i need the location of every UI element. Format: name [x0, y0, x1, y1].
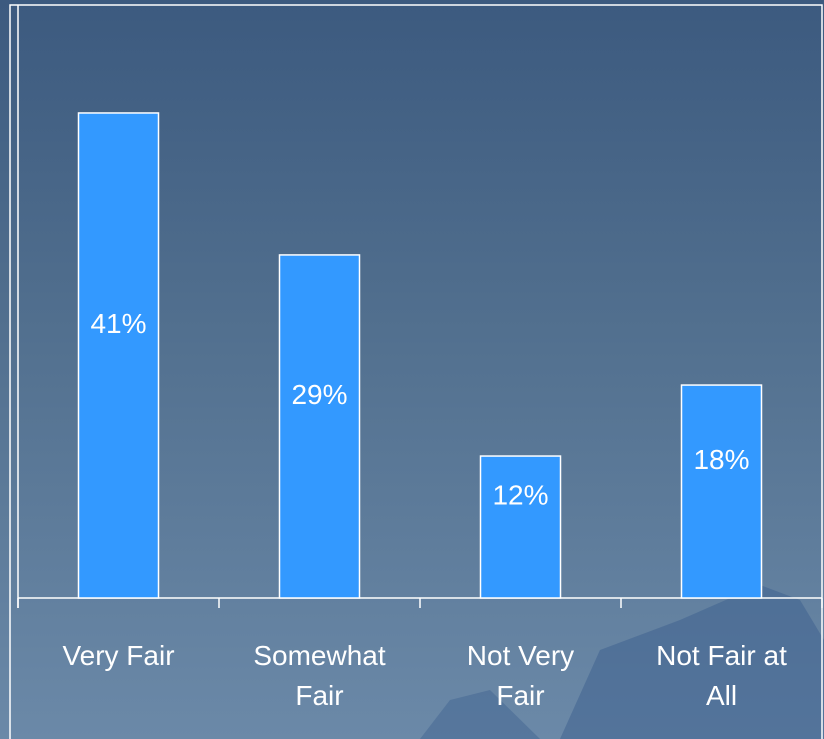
bar: [77, 112, 160, 599]
data-label: 41%: [90, 308, 146, 339]
x-tick-label: Very Fair: [62, 640, 175, 671]
data-label: 18%: [693, 444, 749, 475]
data-label: 29%: [291, 379, 347, 410]
x-tick-label: Somewhat Fair: [253, 640, 386, 711]
bar: [479, 455, 562, 599]
x-tick-label: Not Fair at All: [656, 640, 787, 711]
decoration: [560, 585, 824, 739]
data-label: 12%: [492, 479, 548, 510]
decoration: [420, 690, 540, 739]
frame: [9, 4, 823, 739]
x-tick-label: Not Very Fair: [466, 640, 575, 711]
bar: [278, 254, 361, 599]
bar: [680, 384, 763, 599]
